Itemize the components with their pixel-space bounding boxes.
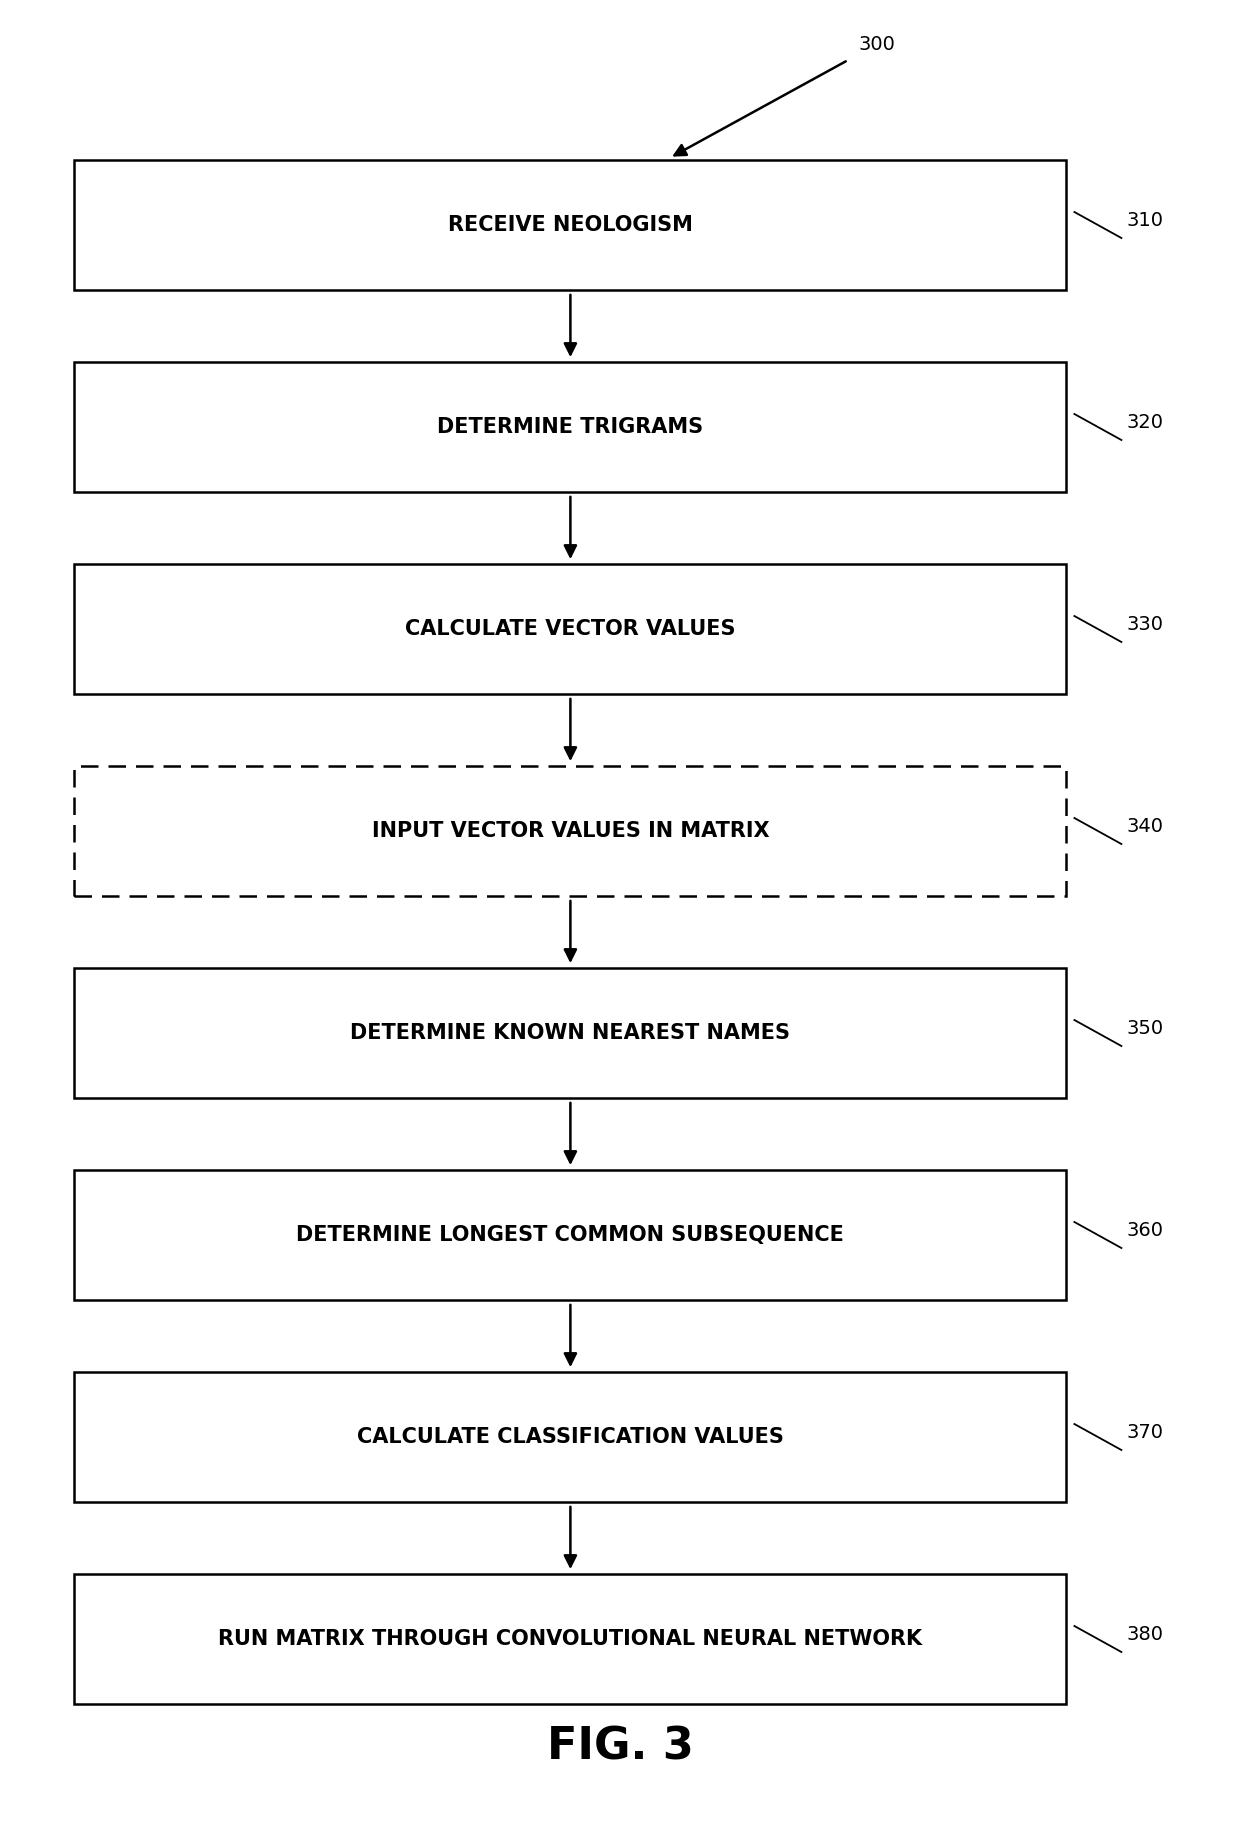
Text: DETERMINE LONGEST COMMON SUBSEQUENCE: DETERMINE LONGEST COMMON SUBSEQUENCE [296, 1225, 844, 1245]
Text: 310: 310 [1126, 211, 1163, 230]
Text: 320: 320 [1126, 413, 1163, 432]
Text: INPUT VECTOR VALUES IN MATRIX: INPUT VECTOR VALUES IN MATRIX [372, 821, 769, 841]
FancyBboxPatch shape [74, 766, 1066, 896]
FancyBboxPatch shape [74, 362, 1066, 492]
FancyBboxPatch shape [74, 160, 1066, 290]
FancyBboxPatch shape [74, 564, 1066, 694]
FancyBboxPatch shape [74, 1574, 1066, 1705]
Text: 340: 340 [1126, 816, 1163, 836]
Text: 370: 370 [1126, 1422, 1163, 1442]
FancyBboxPatch shape [74, 1372, 1066, 1503]
FancyBboxPatch shape [74, 1170, 1066, 1301]
Text: 330: 330 [1126, 615, 1163, 634]
Text: FIG. 3: FIG. 3 [547, 1725, 693, 1769]
FancyBboxPatch shape [74, 968, 1066, 1099]
Text: CALCULATE VECTOR VALUES: CALCULATE VECTOR VALUES [405, 619, 735, 639]
Text: DETERMINE TRIGRAMS: DETERMINE TRIGRAMS [438, 417, 703, 437]
Text: 360: 360 [1126, 1220, 1163, 1240]
Text: CALCULATE CLASSIFICATION VALUES: CALCULATE CLASSIFICATION VALUES [357, 1427, 784, 1448]
Text: 350: 350 [1126, 1018, 1163, 1038]
Text: RUN MATRIX THROUGH CONVOLUTIONAL NEURAL NETWORK: RUN MATRIX THROUGH CONVOLUTIONAL NEURAL … [218, 1629, 923, 1650]
Text: RECEIVE NEOLOGISM: RECEIVE NEOLOGISM [448, 215, 693, 235]
Text: DETERMINE KNOWN NEAREST NAMES: DETERMINE KNOWN NEAREST NAMES [351, 1023, 790, 1043]
Text: 380: 380 [1126, 1624, 1163, 1644]
Text: 300: 300 [858, 35, 895, 55]
